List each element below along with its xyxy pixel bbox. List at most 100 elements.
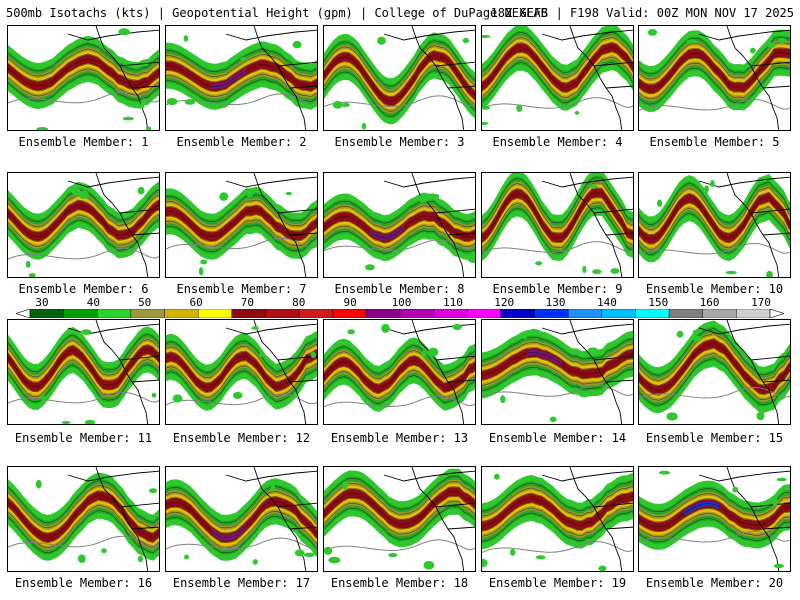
colorbar-tick-label: 70 <box>240 296 255 309</box>
colorbar-left-arrow <box>16 309 31 318</box>
ensemble-panel <box>638 319 791 425</box>
height-contour <box>639 206 790 250</box>
height-contour <box>166 368 317 404</box>
isotach-band <box>8 491 159 543</box>
height-contour <box>639 62 790 100</box>
ensemble-panel <box>165 172 318 278</box>
coastline-border <box>541 173 633 277</box>
ensemble-panel <box>165 25 318 131</box>
coastline-border <box>698 26 790 130</box>
isotach-blob <box>452 323 462 331</box>
coastline-border <box>67 26 159 130</box>
member-caption: Ensemble Member: 18 <box>330 576 469 590</box>
isotach-blob <box>666 412 678 421</box>
height-contour <box>8 339 159 378</box>
height-contour <box>324 225 475 249</box>
page-header: 500mb Isotachs (kts) | Geopotential Heig… <box>4 6 796 22</box>
isotach-blob <box>428 347 439 357</box>
isotach-blob <box>773 563 784 569</box>
isotach-core <box>211 68 246 90</box>
isotach-band <box>639 192 790 244</box>
height-contour <box>166 491 317 529</box>
header-run-info: 18Z GEFS | F198 Valid: 00Z MON NOV 17 20… <box>490 6 794 20</box>
isotach-blob <box>342 480 348 490</box>
isotach-blob <box>219 192 229 201</box>
height-contour <box>324 215 475 239</box>
height-contour <box>324 230 475 254</box>
member-caption: Ensemble Member: 9 <box>492 282 623 296</box>
ensemble-panel <box>7 25 160 131</box>
isotach-band <box>482 39 633 96</box>
member-caption: Ensemble Member: 13 <box>330 431 469 445</box>
height-contour <box>482 505 633 537</box>
isotach-band <box>482 184 633 247</box>
height-contour <box>324 350 475 380</box>
height-contour <box>166 214 317 243</box>
member-caption: Ensemble Member: 1 <box>18 135 149 149</box>
ensemble-panel <box>7 172 160 278</box>
height-contour-gray <box>8 91 159 104</box>
height-contour <box>639 513 790 538</box>
height-contour <box>639 343 790 391</box>
height-contour <box>8 349 159 388</box>
height-contour <box>482 51 633 93</box>
height-contour <box>482 31 633 73</box>
isotach-band <box>166 205 317 242</box>
isotach-blob <box>347 329 355 335</box>
height-contour <box>324 210 475 234</box>
height-contour-gray <box>8 247 159 260</box>
isotach-blob <box>647 29 658 36</box>
height-contour <box>324 491 475 525</box>
colorbar-swatch <box>635 309 670 318</box>
member-caption: Ensemble Member: 14 <box>488 431 627 445</box>
isotach-blob <box>704 185 709 194</box>
height-contour <box>8 490 159 534</box>
member-caption: Ensemble Member: 4 <box>492 135 623 149</box>
isotach-band <box>324 50 475 106</box>
isotach-blob <box>259 352 265 357</box>
coastline-border <box>67 173 159 277</box>
height-contour-gray <box>324 395 475 408</box>
isotach-blob <box>361 123 367 130</box>
height-contour <box>8 485 159 529</box>
height-contour <box>482 56 633 98</box>
colorbar-swatch <box>467 309 502 318</box>
height-contour <box>324 506 475 540</box>
isotach-blob <box>78 190 90 199</box>
isotach-blob <box>592 269 602 275</box>
colorbar-swatch <box>197 309 233 318</box>
height-contour <box>639 328 790 376</box>
height-contour <box>482 510 633 542</box>
member-caption: Ensemble Member: 12 <box>172 431 311 445</box>
isotach-blob <box>118 28 130 36</box>
isotach-band <box>324 211 475 243</box>
height-contour <box>8 48 159 77</box>
isotach-blob <box>184 554 190 560</box>
height-contour <box>639 498 790 523</box>
isotach-band <box>639 338 790 395</box>
isotach-blob <box>71 188 81 196</box>
height-contour <box>639 518 790 543</box>
height-contour-gray <box>482 241 633 253</box>
ensemble-panel <box>481 172 634 278</box>
coastline-border <box>225 26 317 130</box>
height-contour <box>8 219 159 253</box>
height-contour-gray <box>482 385 633 397</box>
colorbar-tick-label: 120 <box>494 296 515 309</box>
isotach-blob <box>81 329 92 335</box>
colorbar-swatch <box>332 309 367 318</box>
height-contour <box>8 209 159 243</box>
isotach-blob <box>172 394 183 403</box>
height-contour-gray <box>482 97 633 109</box>
colorbar-tick-label: 150 <box>648 296 669 309</box>
coastline-border <box>383 173 475 277</box>
coastline-border <box>67 320 159 424</box>
isotach-blob <box>756 411 765 421</box>
height-contour <box>324 65 475 112</box>
height-contour <box>166 69 317 92</box>
isotach-blob <box>658 470 671 475</box>
height-contour <box>166 506 317 544</box>
header-title: 500mb Isotachs (kts) | Geopotential Heig… <box>6 6 548 20</box>
coastline-border <box>541 320 633 424</box>
coastline-border <box>383 26 475 130</box>
